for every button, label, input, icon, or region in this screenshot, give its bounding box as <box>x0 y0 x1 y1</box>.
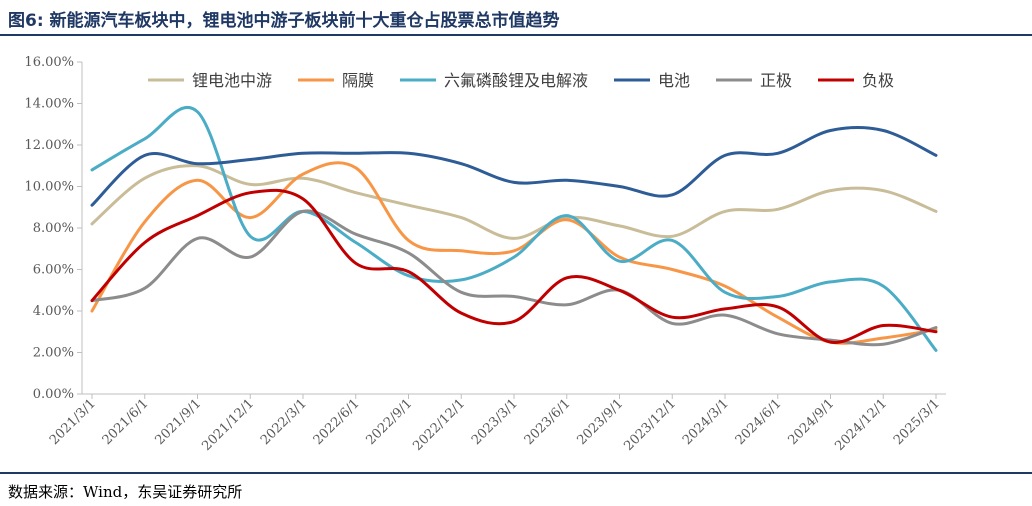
x-tick-label: 2024/9/1 <box>785 396 837 448</box>
y-tick-label: 12.00% <box>24 138 74 153</box>
series-line-0 <box>90 164 938 240</box>
y-tick-label: 6.00% <box>33 263 74 278</box>
x-tick-label: 2023/12/1 <box>621 396 679 454</box>
legend-label-1: 隔膜 <box>342 71 374 90</box>
x-tick-label: 2021/9/1 <box>152 396 204 448</box>
line-chart: 0.00% 2.00% 4.00% 6.00% 8.00% 10.00% 12.00% 14.… <box>24 55 946 454</box>
legend-label-3: 电池 <box>658 71 690 90</box>
figure-title: 图6: 新能源汽车板块中，锂电池中游子板块前十大重仓占股票总市值趋势 <box>8 11 560 31</box>
x-tick-label: 2022/3/1 <box>258 396 310 448</box>
y-tick-label: 4.00% <box>33 304 74 319</box>
series-line-5 <box>90 188 938 344</box>
x-tick-label: 2021/12/1 <box>199 396 257 454</box>
title-divider <box>0 34 1032 36</box>
x-tick-label: 2022/6/1 <box>311 396 363 448</box>
series-line-2 <box>90 105 938 352</box>
x-tick-label: 2024/6/1 <box>733 396 785 448</box>
legend-label-0: 锂电池中游 <box>192 71 272 90</box>
y-tick-label: 0.00% <box>33 387 74 402</box>
legend: 锂电池中游 隔膜 六氟磷酸锂及电解液 电池 正极 负极 <box>148 71 894 90</box>
legend-label-4: 正极 <box>760 71 792 90</box>
x-tick-label: 2023/6/1 <box>522 396 574 448</box>
series-line-3 <box>90 126 938 207</box>
source-divider <box>0 472 1032 474</box>
series-line-1 <box>90 161 938 345</box>
x-tick-label: 2024/3/1 <box>680 396 732 448</box>
legend-label-5: 负极 <box>862 71 894 90</box>
series-line-4 <box>90 209 938 347</box>
y-tick-label: 10.00% <box>24 180 74 195</box>
source-note: 数据来源：Wind，东吴证券研究所 <box>8 483 243 501</box>
y-tick-label: 16.00% <box>24 55 74 70</box>
x-tick-label: 2021/6/1 <box>100 396 152 448</box>
x-tick-label: 2023/3/1 <box>469 396 521 448</box>
title-bar: 图6: 新能源汽车板块中，锂电池中游子板块前十大重仓占股票总市值趋势 <box>0 0 1032 38</box>
y-axis: 0.00% 2.00% 4.00% 6.00% 8.00% 10.00% 12.00% 14.… <box>24 55 83 402</box>
x-tick-label: 2024/12/1 <box>832 396 890 454</box>
x-tick-label: 2022/12/1 <box>410 396 468 454</box>
legend-label-2: 六氟磷酸锂及电解液 <box>444 71 588 90</box>
y-tick-label: 8.00% <box>33 221 74 236</box>
x-tick-label: 2025/3/1 <box>891 396 943 448</box>
x-tick-label: 2022/9/1 <box>363 396 415 448</box>
y-tick-label: 2.00% <box>33 346 74 361</box>
series-layer <box>90 105 938 352</box>
x-tick-label: 2023/9/1 <box>574 396 626 448</box>
x-tick-label: 2021/3/1 <box>47 396 99 448</box>
y-tick-label: 14.00% <box>24 97 74 112</box>
